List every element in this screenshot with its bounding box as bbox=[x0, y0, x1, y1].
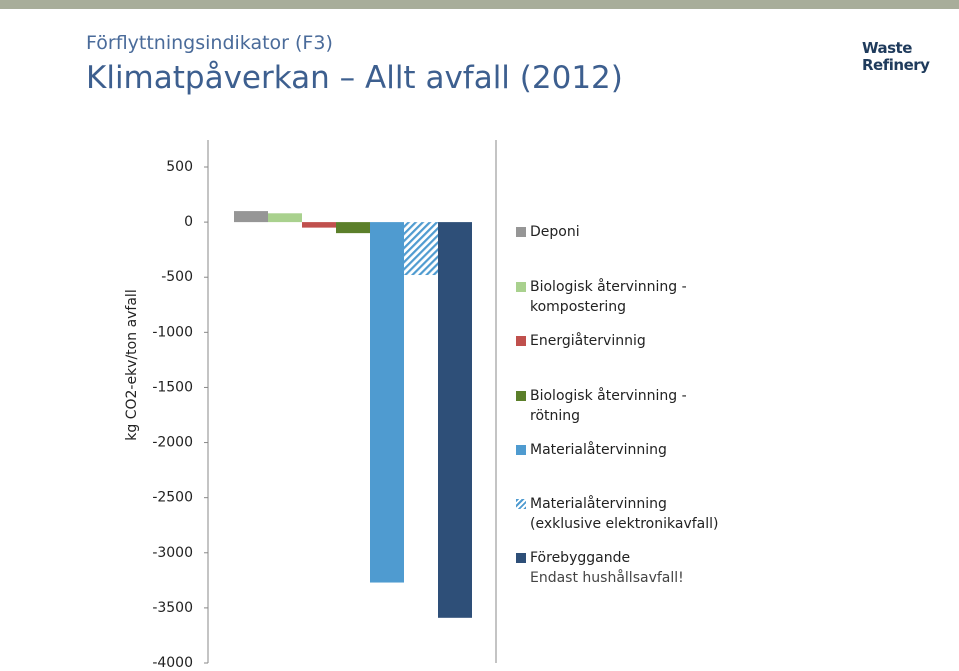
logo-bottom: Refinery bbox=[862, 56, 930, 74]
bar bbox=[336, 222, 370, 234]
legend-label: Biologisk återvinning - kompostering bbox=[530, 279, 687, 315]
y-tick-label: -2500 bbox=[152, 490, 193, 506]
y-tick-label: -3000 bbox=[152, 545, 193, 561]
legend-swatch bbox=[516, 227, 526, 237]
legend-label: Materialåtervinning (exklusive elektroni… bbox=[530, 496, 719, 532]
legend-label: Förebyggande bbox=[530, 550, 631, 566]
bar bbox=[268, 213, 302, 223]
legend-swatch bbox=[516, 499, 526, 509]
legend-item: Förebyggande bbox=[516, 548, 725, 568]
logo: Waste Refinery bbox=[862, 39, 930, 74]
top-stripe bbox=[0, 0, 959, 9]
bar bbox=[404, 222, 438, 276]
legend-label: Deponi bbox=[530, 224, 580, 240]
y-tick-label: 0 bbox=[184, 214, 193, 230]
legend-item: Biologisk återvinning - rötning bbox=[516, 386, 725, 426]
legend-label: Materialåtervinning bbox=[530, 442, 667, 458]
legend-item: Materialåtervinning bbox=[516, 440, 725, 460]
legend-label: Energiåtervinnig bbox=[530, 333, 646, 349]
y-tick-label: -1500 bbox=[152, 379, 193, 395]
legend-swatch bbox=[516, 282, 526, 292]
legend-item: Energiåtervinnig bbox=[516, 331, 725, 351]
legend-swatch bbox=[516, 391, 526, 401]
legend-item: Materialåtervinning (exklusive elektroni… bbox=[516, 494, 725, 534]
y-axis-label: kg CO2-ekv/ton avfall bbox=[124, 289, 140, 440]
y-tick-label: -500 bbox=[161, 269, 193, 285]
logo-top: Waste bbox=[862, 39, 912, 57]
legend-item: Deponi bbox=[516, 222, 725, 242]
legend-swatch bbox=[516, 445, 526, 455]
bar bbox=[370, 222, 404, 583]
legend-swatch bbox=[516, 553, 526, 563]
legend-label: Biologisk återvinning - rötning bbox=[530, 388, 687, 424]
annotation: Endast hushållsavfall! bbox=[530, 570, 684, 586]
bar bbox=[234, 211, 268, 223]
y-tick-label: -1000 bbox=[152, 324, 193, 340]
subtitle: Förflyttningsindikator (F3) bbox=[86, 32, 333, 54]
bar bbox=[438, 222, 472, 618]
y-tick-label: -2000 bbox=[152, 435, 193, 451]
y-tick-label: -3500 bbox=[152, 600, 193, 616]
y-tick-label: 500 bbox=[166, 159, 193, 175]
legend-swatch bbox=[516, 336, 526, 346]
bar bbox=[302, 222, 336, 228]
y-tick-label: -4000 bbox=[152, 655, 193, 671]
title: Klimatpåverkan – Allt avfall (2012) bbox=[86, 60, 623, 96]
legend-item: Biologisk återvinning - kompostering bbox=[516, 277, 725, 317]
